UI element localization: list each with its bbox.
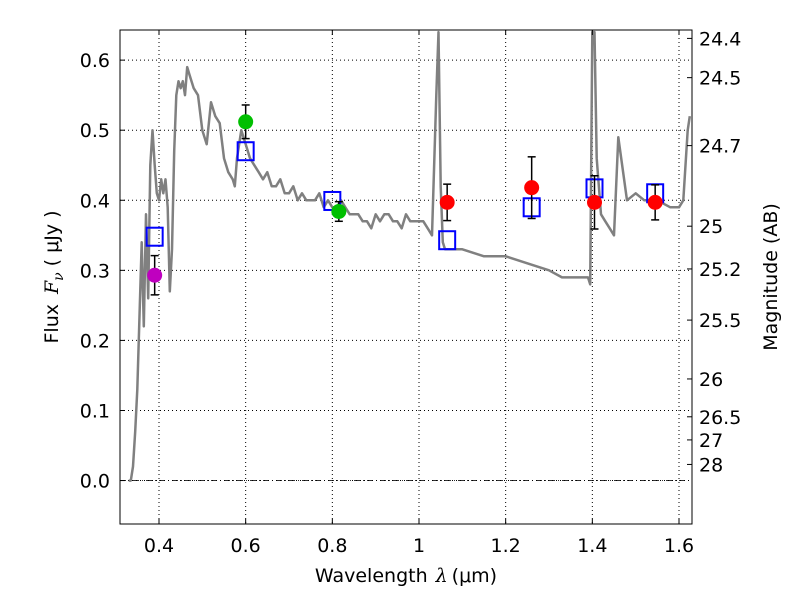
- y-tick-label: 0.1: [80, 400, 110, 422]
- right-y-axis-label: Magnitude (AB): [760, 203, 782, 351]
- observed-point-marker: [439, 194, 455, 210]
- magnitude-tick-label: 25.2: [699, 259, 741, 281]
- observed-point: [147, 254, 163, 296]
- x-axis-label-text: Wavelength: [315, 565, 428, 587]
- magnitude-tick-label: 27: [699, 430, 723, 452]
- magnitude-tick-label: 25.5: [699, 310, 741, 332]
- magnitude-tick-label: 24.5: [699, 68, 741, 90]
- magnitude-tick-label: 24.4: [699, 28, 741, 50]
- y-axis-unit: ( μJy ): [41, 210, 63, 266]
- grid-layer: [120, 30, 692, 524]
- observed-point: [238, 104, 254, 140]
- observed-point-marker: [647, 194, 663, 210]
- x-axis-symbol: λ: [435, 565, 448, 587]
- magnitude-tick-label: 26: [699, 369, 723, 391]
- observed-point-marker: [147, 267, 163, 283]
- y-axis-subscript: ν: [51, 272, 67, 281]
- x-axis-label: Wavelength λ (μm): [315, 565, 497, 587]
- series-layer: [128, 30, 692, 482]
- model-flux-square: [236, 141, 255, 162]
- y-tick-label: 0.5: [80, 120, 110, 142]
- y-tick-label: 0.6: [80, 50, 110, 72]
- y-axis-label: Flux Fν ( μJy ): [41, 210, 67, 343]
- x-tick-label: 0.4: [144, 535, 174, 557]
- y-tick-label: 0.4: [80, 190, 110, 212]
- x-tick-label: 1.4: [577, 535, 607, 557]
- model-flux-square: [145, 226, 164, 247]
- x-tick-label: 1: [413, 535, 425, 557]
- observed-point-marker: [331, 203, 347, 219]
- x-axis-unit: (μm): [452, 565, 497, 587]
- observed-point: [647, 184, 663, 221]
- observed-point: [331, 200, 347, 223]
- model-sed-line: [128, 30, 692, 482]
- x-tick-label: 0.6: [231, 535, 261, 557]
- y-tick-label: 0.3: [80, 260, 110, 282]
- observed-point: [587, 174, 602, 230]
- magnitude-tick-label: 24.7: [699, 136, 741, 158]
- magnitude-tick-label: 26.5: [699, 407, 741, 429]
- x-tick-label: 1.2: [491, 535, 521, 557]
- y-tick-label: 0.2: [80, 330, 110, 352]
- model-flux-square: [438, 230, 457, 251]
- x-tick-label: 1.6: [664, 535, 694, 557]
- x-tick-label: 0.8: [317, 535, 347, 557]
- observed-point-marker: [238, 114, 254, 130]
- observed-point-marker: [524, 180, 540, 196]
- observed-point-marker: [587, 194, 602, 210]
- observed-point: [524, 156, 540, 220]
- axis-layer: 0.4 0.6 0.8 1 1.2 1.4 1.6 0.0 0.1 0.2 0.3 0.4 0.5 0.6…: [80, 28, 742, 557]
- y-axis-label-text: Flux: [41, 304, 63, 344]
- plot-frame: [119, 29, 693, 525]
- y-tick-label: 0.0: [80, 471, 110, 493]
- y-axis-symbol: F: [41, 280, 63, 295]
- magnitude-tick-label: 25: [699, 216, 723, 238]
- magnitude-tick-label: 28: [699, 454, 723, 476]
- observed-point: [439, 183, 455, 222]
